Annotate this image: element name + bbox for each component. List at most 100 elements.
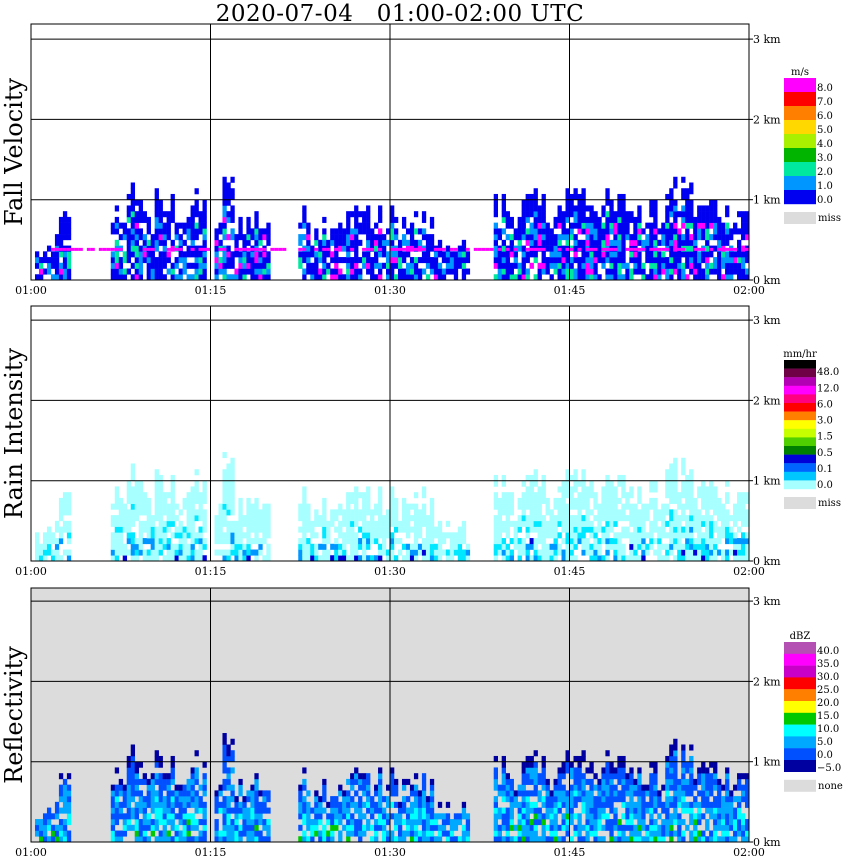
data-cell xyxy=(565,486,570,493)
data-cell xyxy=(713,497,718,504)
data-cell xyxy=(517,549,522,556)
data-cell xyxy=(382,813,387,820)
data-cell xyxy=(561,222,566,229)
data-cell xyxy=(537,274,542,281)
data-cell xyxy=(633,216,638,223)
data-cell xyxy=(405,520,411,527)
data-cell xyxy=(194,486,199,493)
data-cell xyxy=(393,274,399,281)
data-cell xyxy=(569,538,574,545)
data-cell xyxy=(182,228,187,235)
data-cell xyxy=(114,520,120,527)
data-cell xyxy=(154,503,159,510)
data-cell xyxy=(609,773,614,780)
data-cell xyxy=(493,492,498,499)
data-cell xyxy=(589,807,594,814)
data-cell xyxy=(218,268,223,275)
data-cell xyxy=(122,503,128,510)
data-cell xyxy=(717,784,722,791)
data-cell xyxy=(378,796,383,803)
data-cell xyxy=(669,515,674,522)
data-cell xyxy=(170,503,175,510)
data-cell xyxy=(58,796,64,803)
data-cell xyxy=(673,520,678,527)
data-cell xyxy=(178,555,183,562)
data-cell xyxy=(737,773,742,780)
data-cell xyxy=(745,819,750,826)
data-cell xyxy=(557,549,562,556)
data-cell xyxy=(138,216,143,223)
data-cell xyxy=(665,767,670,774)
data-cell xyxy=(362,262,367,269)
data-cell xyxy=(130,761,136,768)
data-cell xyxy=(549,245,554,252)
data-cell xyxy=(565,515,570,522)
data-cell xyxy=(645,830,650,837)
data-cell xyxy=(525,824,530,831)
velocity-band-cell xyxy=(681,247,686,251)
data-cell xyxy=(733,807,738,814)
velocity-band-cell xyxy=(577,247,582,251)
data-cell xyxy=(334,257,339,264)
data-cell xyxy=(605,790,610,797)
data-cell xyxy=(154,532,159,539)
data-cell xyxy=(154,222,159,229)
velocity-band-cell xyxy=(717,247,722,251)
data-cell xyxy=(577,784,582,791)
data-cell xyxy=(170,492,175,499)
data-cell xyxy=(130,228,136,235)
data-cell xyxy=(262,819,267,826)
data-cell xyxy=(170,497,175,504)
data-cell xyxy=(386,784,391,791)
data-cell xyxy=(50,555,56,562)
data-cell xyxy=(533,199,538,206)
data-cell xyxy=(509,251,514,258)
data-cell xyxy=(378,773,383,780)
data-cell xyxy=(154,778,159,785)
data-cell xyxy=(689,239,694,246)
data-cell xyxy=(314,251,319,258)
data-cell xyxy=(685,234,690,241)
velocity-band-cell xyxy=(270,247,275,251)
data-cell xyxy=(234,234,239,241)
data-cell xyxy=(629,486,634,493)
data-cell xyxy=(529,211,534,218)
data-cell xyxy=(222,801,227,808)
data-cell xyxy=(370,262,375,269)
data-cell xyxy=(613,274,618,281)
data-cell xyxy=(342,801,347,808)
data-cell xyxy=(162,520,167,527)
data-cell xyxy=(246,520,251,527)
data-cell xyxy=(613,807,618,814)
data-cell xyxy=(266,824,271,831)
data-cell xyxy=(553,778,558,785)
data-cell xyxy=(597,515,602,522)
data-cell xyxy=(390,257,395,264)
data-cell xyxy=(573,532,578,539)
data-cell xyxy=(358,813,363,820)
data-cell xyxy=(601,824,606,831)
data-cell xyxy=(154,796,159,803)
data-cell xyxy=(681,549,686,556)
data-cell xyxy=(190,555,195,562)
data-cell xyxy=(605,228,610,235)
data-cell xyxy=(409,515,415,522)
data-cell xyxy=(158,778,163,785)
data-cell xyxy=(66,807,72,814)
data-cell xyxy=(246,222,251,229)
data-cell xyxy=(234,532,239,539)
data-cell xyxy=(445,245,451,252)
data-cell xyxy=(737,543,742,550)
data-cell xyxy=(130,199,136,206)
data-cell xyxy=(118,836,124,843)
data-cell xyxy=(589,509,594,516)
data-cell xyxy=(158,784,163,791)
data-cell xyxy=(593,784,598,791)
data-cell xyxy=(569,532,574,539)
data-cell xyxy=(709,532,714,539)
data-cell xyxy=(330,228,335,235)
data-cell xyxy=(549,520,554,527)
data-cell xyxy=(465,836,471,843)
data-cell xyxy=(350,830,355,837)
data-cell xyxy=(717,262,722,269)
